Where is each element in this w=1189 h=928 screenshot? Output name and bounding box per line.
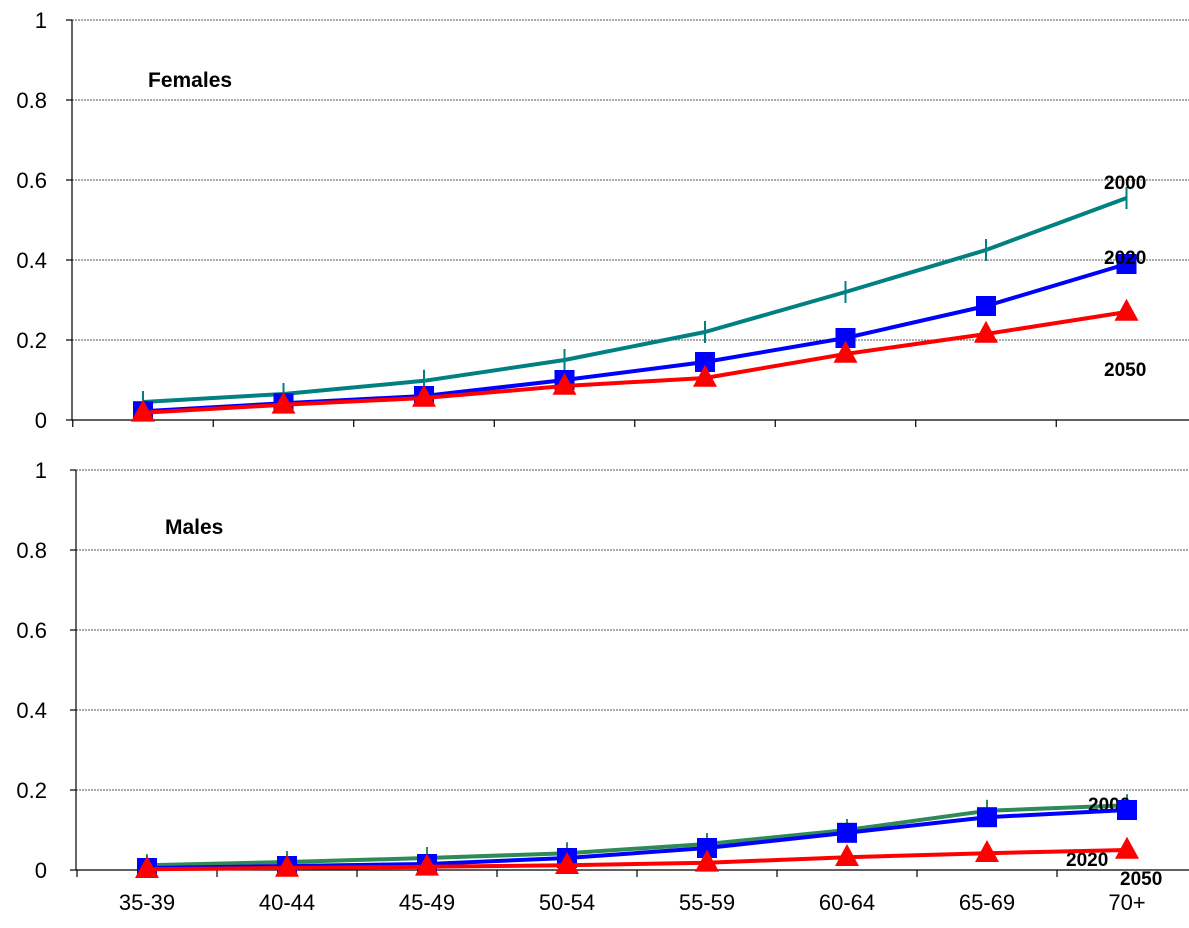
data-point-2050 xyxy=(695,849,719,872)
series-label-2020: 2020 xyxy=(1104,248,1146,269)
data-point-2020 xyxy=(976,296,996,316)
data-point-2050 xyxy=(275,854,299,877)
y-tick-label: 0.6 xyxy=(16,168,47,193)
data-point-2020 xyxy=(977,807,997,828)
y-tick-label: 0.4 xyxy=(16,248,47,273)
data-point-2020 xyxy=(1116,254,1137,274)
data-point-2050 xyxy=(835,844,859,866)
series-line-2050 xyxy=(142,310,1127,415)
y-tick-label: 0.4 xyxy=(16,698,47,723)
y-tick-label: 0.8 xyxy=(16,538,47,563)
data-point-2050 xyxy=(415,853,439,876)
y-tick-label: 0.2 xyxy=(16,778,47,803)
data-point-2020 xyxy=(697,838,717,858)
panel-title: Males xyxy=(165,516,223,539)
y-tick-label: 0 xyxy=(35,408,47,433)
x-tick-label: 70+ xyxy=(1108,890,1145,915)
data-point-2050 xyxy=(693,364,717,387)
y-tick-label: 0.8 xyxy=(16,88,47,113)
series-label-2000: 2000 xyxy=(1104,173,1146,194)
panel-title: Females xyxy=(148,69,232,92)
x-tick-label: 40-44 xyxy=(259,890,315,915)
y-tick-label: 0.2 xyxy=(16,328,47,353)
data-point-2050 xyxy=(1114,298,1139,321)
series-line-2000 xyxy=(146,803,1128,868)
data-point-2050 xyxy=(271,391,296,414)
x-tick-label: 60-64 xyxy=(819,890,875,915)
y-tick-label: 0 xyxy=(35,858,47,883)
data-point-2050 xyxy=(833,340,858,363)
series-label-2050: 2050 xyxy=(1104,360,1146,381)
data-point-2050 xyxy=(1115,836,1139,859)
data-point-2020 xyxy=(835,328,856,348)
y-tick-label: 1 xyxy=(35,458,47,483)
data-point-2020 xyxy=(695,352,715,372)
data-point-2050 xyxy=(131,399,155,422)
y-tick-label: 1 xyxy=(35,8,47,33)
y-tick-label: 0.6 xyxy=(16,618,47,643)
series-label-2050: 2050 xyxy=(1120,869,1162,890)
series-line-2000 xyxy=(142,196,1128,404)
data-point-2020 xyxy=(837,822,857,843)
data-point-2020 xyxy=(1117,800,1137,820)
data-point-2050 xyxy=(975,840,999,862)
x-tick-label: 65-69 xyxy=(959,890,1015,915)
series-line-2050 xyxy=(146,848,1128,872)
data-point-2050 xyxy=(412,384,436,407)
x-tick-label: 45-49 xyxy=(399,890,455,915)
x-tick-label: 55-59 xyxy=(679,890,735,915)
data-point-2050 xyxy=(552,372,577,395)
series-label-2020: 2020 xyxy=(1066,850,1108,871)
x-tick-label: 35-39 xyxy=(119,890,175,915)
series-line-2020 xyxy=(146,808,1128,870)
x-tick-label: 50-54 xyxy=(539,890,595,915)
data-point-2050 xyxy=(555,852,579,874)
data-point-2050 xyxy=(974,320,998,343)
data-point-2050 xyxy=(135,856,159,878)
